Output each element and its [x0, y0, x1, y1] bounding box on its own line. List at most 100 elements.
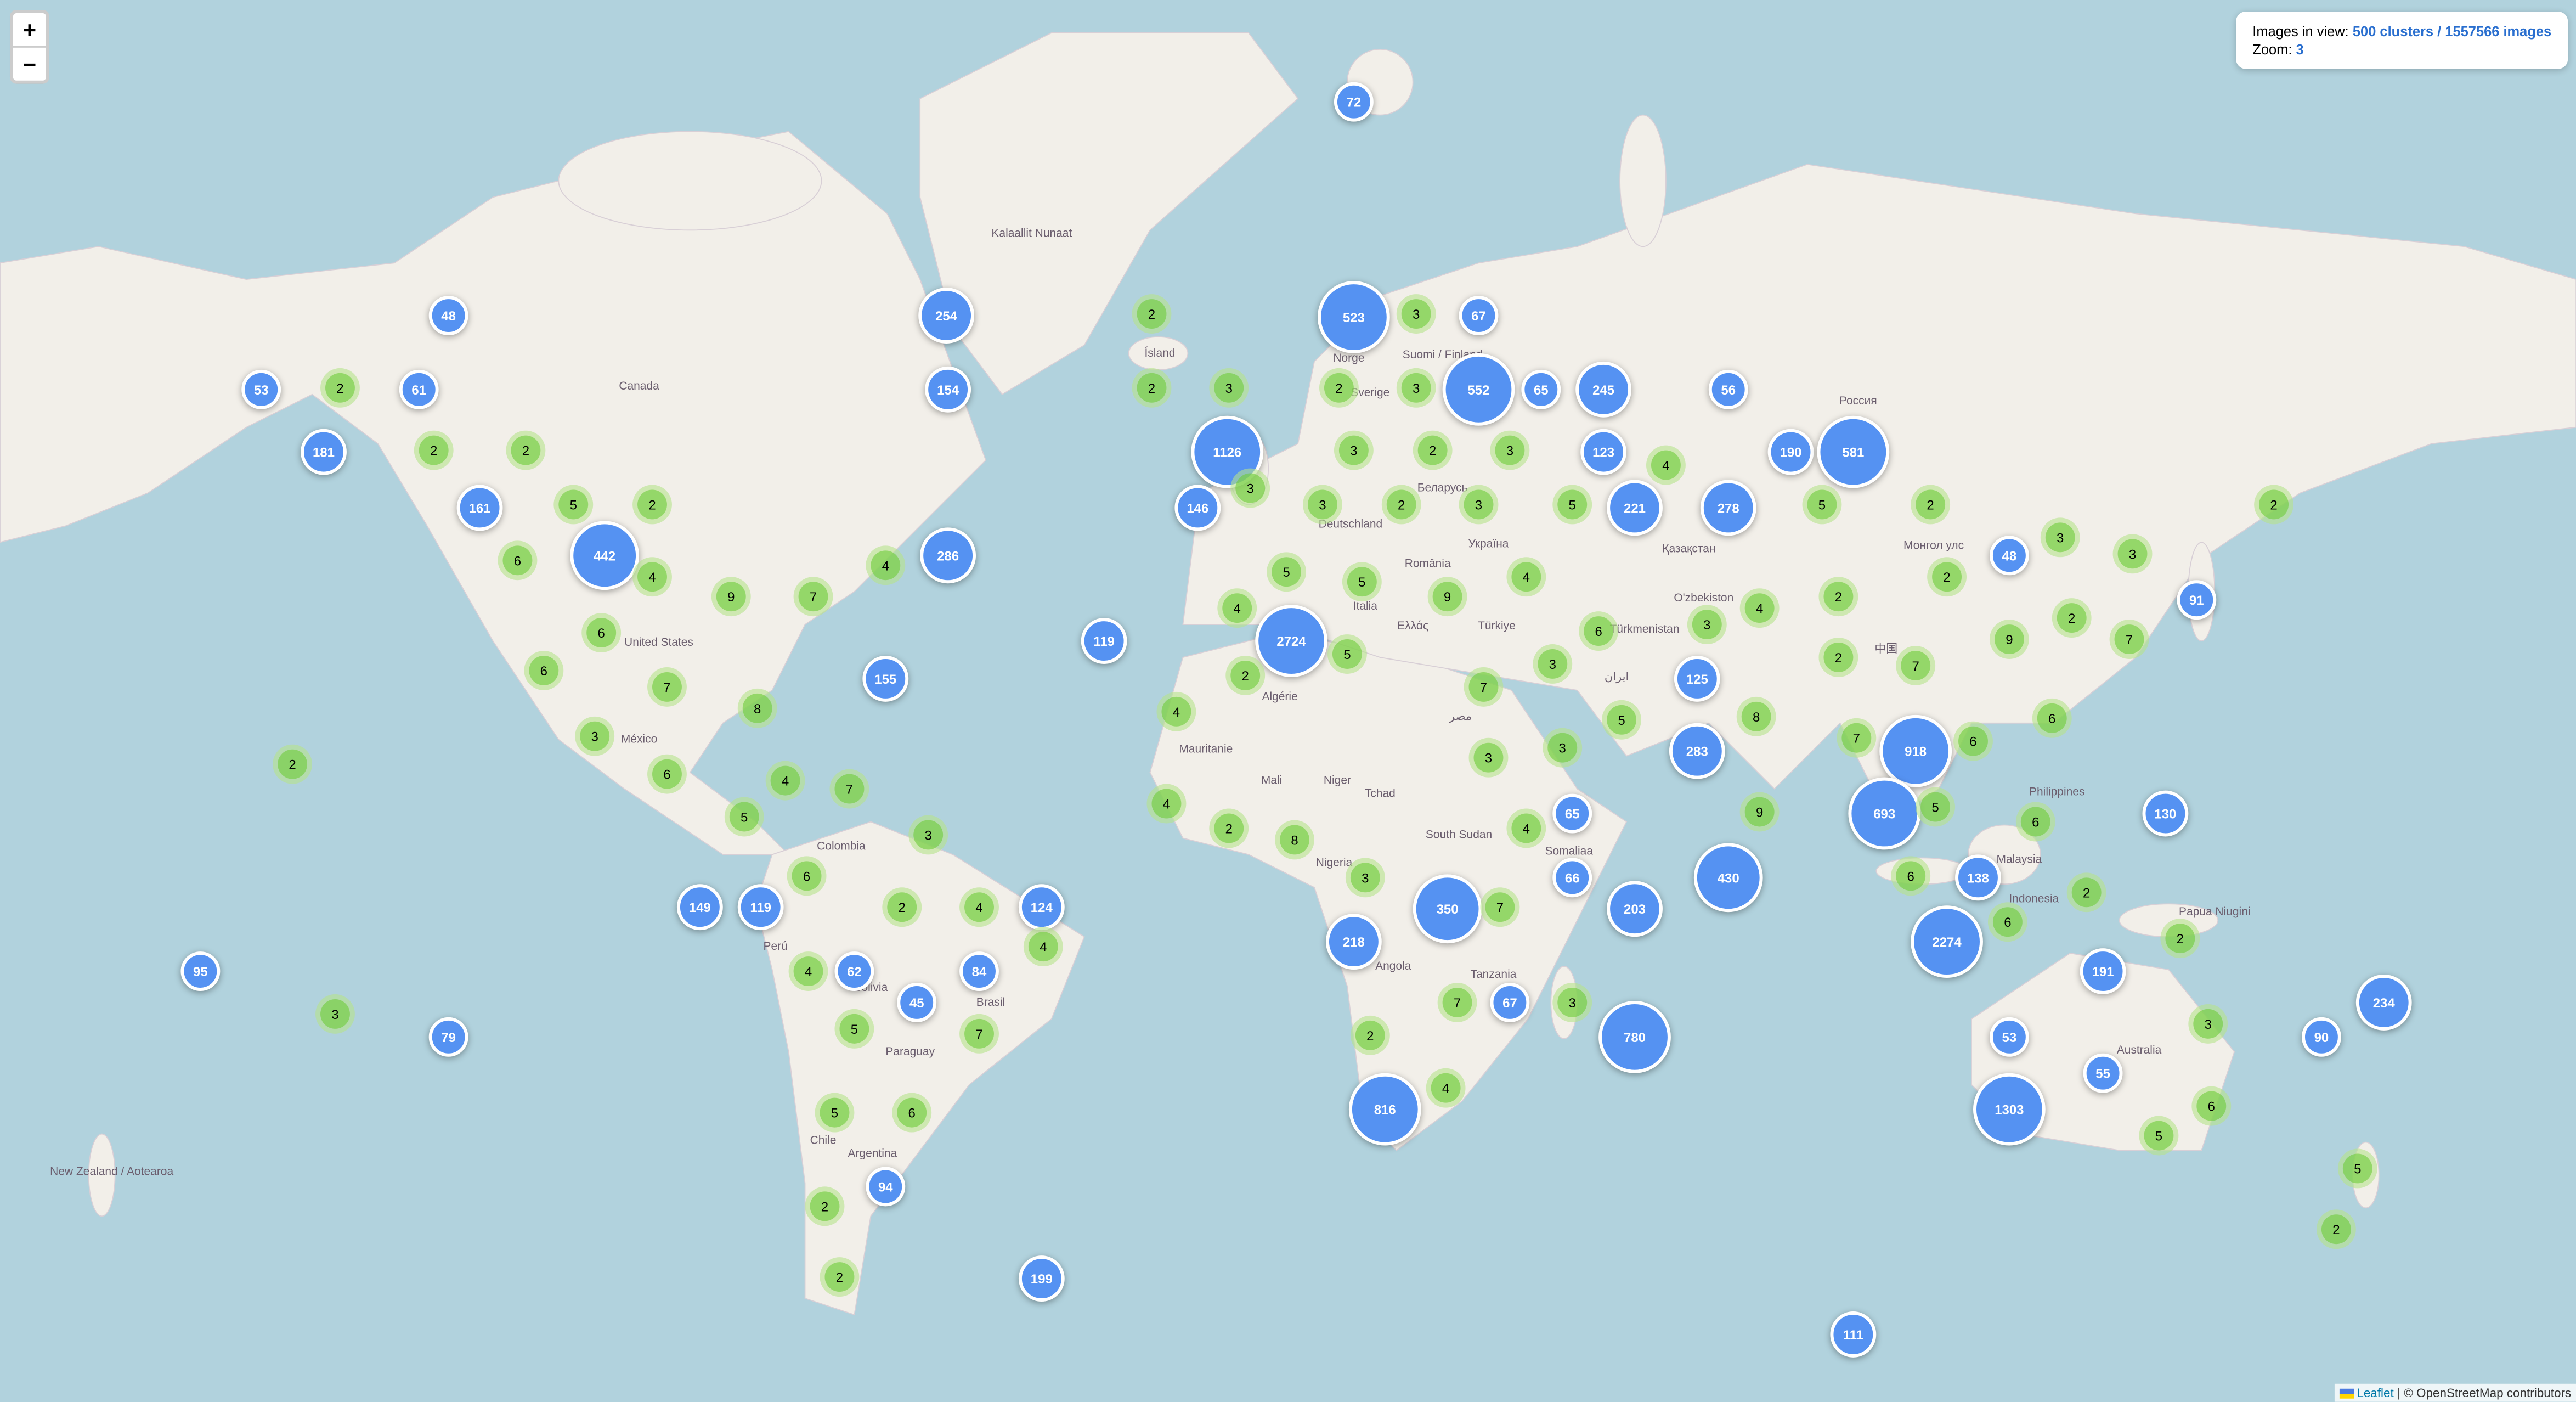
cluster-marker-small[interactable]: 6 — [892, 1093, 932, 1133]
cluster-marker-large[interactable]: 2274 — [1911, 905, 1983, 978]
cluster-marker-small[interactable]: 5 — [553, 485, 594, 525]
cluster-marker-large[interactable]: 154 — [925, 366, 971, 413]
cluster-marker-small[interactable]: 5 — [1602, 700, 1642, 740]
cluster-marker-small[interactable]: 7 — [1896, 646, 1936, 685]
cluster-marker-large[interactable]: 119 — [737, 884, 784, 931]
cluster-marker-small[interactable]: 4 — [1426, 1068, 1466, 1108]
cluster-marker-small[interactable]: 4 — [1506, 808, 1546, 848]
cluster-marker-large[interactable]: 45 — [897, 983, 937, 1022]
cluster-marker-large[interactable]: 84 — [959, 951, 999, 991]
cluster-marker-small[interactable]: 4 — [765, 761, 805, 801]
cluster-marker-small[interactable]: 3 — [1230, 468, 1270, 508]
cluster-marker-small[interactable]: 7 — [793, 577, 833, 617]
cluster-marker-small[interactable]: 2 — [1319, 368, 1359, 408]
cluster-marker-small[interactable]: 3 — [315, 994, 355, 1034]
cluster-marker-large[interactable]: 125 — [1674, 656, 1720, 702]
cluster-marker-small[interactable]: 2 — [1350, 1015, 1390, 1055]
cluster-marker-large[interactable]: 581 — [1817, 415, 1890, 488]
cluster-marker-small[interactable]: 6 — [787, 856, 827, 896]
leaflet-link[interactable]: Leaflet — [2357, 1385, 2394, 1400]
cluster-marker-small[interactable]: 4 — [1506, 557, 1546, 597]
cluster-marker-large[interactable]: 62 — [834, 951, 874, 991]
cluster-marker-small[interactable]: 4 — [1156, 691, 1196, 731]
cluster-marker-large[interactable]: 138 — [1955, 854, 2001, 901]
cluster-marker-large[interactable]: 190 — [1767, 429, 1814, 475]
cluster-marker-large[interactable]: 91 — [2177, 580, 2217, 620]
cluster-marker-large[interactable]: 130 — [2142, 790, 2189, 837]
cluster-marker-small[interactable]: 3 — [1459, 485, 1499, 525]
cluster-marker-large[interactable]: 245 — [1575, 361, 1632, 418]
cluster-marker-large[interactable]: 918 — [1879, 714, 1952, 787]
cluster-marker-small[interactable]: 6 — [2032, 698, 2072, 738]
cluster-marker-large[interactable]: 56 — [1708, 369, 1748, 409]
cluster-marker-small[interactable]: 7 — [2109, 620, 2149, 659]
cluster-marker-large[interactable]: 283 — [1669, 723, 1725, 779]
cluster-marker-small[interactable]: 3 — [1468, 737, 1509, 778]
cluster-marker-small[interactable]: 6 — [1953, 721, 1993, 761]
cluster-marker-large[interactable]: 149 — [676, 884, 723, 931]
cluster-marker-large[interactable]: 65 — [1552, 793, 1592, 834]
cluster-marker-small[interactable]: 5 — [1802, 485, 1842, 525]
cluster-marker-small[interactable]: 2 — [882, 887, 922, 927]
cluster-marker-small[interactable]: 2 — [320, 368, 360, 408]
cluster-marker-large[interactable]: 61 — [399, 369, 439, 409]
cluster-marker-large[interactable]: 430 — [1693, 843, 1763, 913]
cluster-marker-small[interactable]: 4 — [1217, 588, 1257, 628]
cluster-marker-large[interactable]: 254 — [918, 288, 975, 344]
cluster-marker-small[interactable]: 7 — [1464, 667, 1504, 707]
cluster-marker-small[interactable]: 8 — [1736, 696, 1776, 736]
cluster-marker-small[interactable]: 2 — [1927, 557, 1967, 597]
cluster-marker-small[interactable]: 5 — [2337, 1148, 2377, 1189]
cluster-marker-large[interactable]: 442 — [570, 521, 640, 590]
cluster-marker-large[interactable]: 55 — [2083, 1053, 2123, 1093]
cluster-marker-small[interactable]: 3 — [1303, 485, 1342, 525]
cluster-marker-small[interactable]: 6 — [1891, 856, 1931, 896]
cluster-marker-small[interactable]: 9 — [711, 577, 751, 617]
cluster-marker-large[interactable]: 48 — [428, 296, 468, 335]
cluster-marker-large[interactable]: 199 — [1018, 1255, 1065, 1302]
cluster-marker-small[interactable]: 7 — [1480, 887, 1520, 927]
cluster-marker-large[interactable]: 48 — [1989, 536, 2029, 576]
cluster-marker-small[interactable]: 2 — [2316, 1209, 2356, 1249]
cluster-marker-small[interactable]: 2 — [805, 1186, 845, 1226]
cluster-marker-large[interactable]: 94 — [866, 1167, 906, 1207]
cluster-marker-large[interactable]: 203 — [1607, 881, 1663, 937]
cluster-marker-small[interactable]: 3 — [1345, 858, 1385, 898]
cluster-marker-small[interactable]: 2 — [1818, 638, 1858, 677]
cluster-marker-large[interactable]: 234 — [2355, 975, 2412, 1031]
zoom-in-button[interactable]: + — [22, 16, 37, 43]
cluster-marker-large[interactable]: 65 — [1521, 369, 1561, 409]
cluster-marker-large[interactable]: 693 — [1848, 777, 1921, 850]
cluster-marker-small[interactable]: 2 — [1911, 485, 1951, 525]
cluster-marker-small[interactable]: 3 — [1552, 983, 1592, 1022]
cluster-marker-small[interactable]: 3 — [1490, 430, 1530, 470]
cluster-marker-large[interactable]: 90 — [2301, 1017, 2341, 1057]
cluster-marker-small[interactable]: 9 — [1739, 792, 1780, 832]
cluster-marker-small[interactable]: 3 — [1396, 368, 1436, 408]
cluster-marker-small[interactable]: 4 — [1023, 927, 1063, 967]
cluster-marker-large[interactable]: 155 — [862, 656, 909, 702]
cluster-marker-small[interactable]: 5 — [834, 1009, 874, 1049]
cluster-marker-large[interactable]: 552 — [1442, 353, 1515, 426]
cluster-marker-small[interactable]: 6 — [498, 540, 538, 581]
cluster-marker-large[interactable]: 66 — [1552, 858, 1592, 898]
cluster-marker-small[interactable]: 5 — [1267, 552, 1307, 592]
cluster-marker-small[interactable]: 4 — [1739, 588, 1780, 628]
cluster-marker-small[interactable]: 2 — [1132, 368, 1172, 408]
cluster-marker-small[interactable]: 3 — [908, 815, 948, 855]
cluster-marker-small[interactable]: 3 — [2040, 517, 2080, 558]
cluster-marker-small[interactable]: 2 — [414, 430, 454, 470]
cluster-marker-large[interactable]: 124 — [1018, 884, 1065, 931]
cluster-marker-small[interactable]: 2 — [1132, 294, 1172, 334]
cluster-marker-small[interactable]: 7 — [959, 1014, 999, 1054]
cluster-marker-small[interactable]: 6 — [524, 651, 564, 690]
cluster-marker-small[interactable]: 4 — [959, 887, 999, 927]
cluster-marker-small[interactable]: 3 — [1533, 644, 1573, 684]
cluster-marker-small[interactable]: 6 — [1987, 902, 2027, 942]
cluster-marker-small[interactable]: 4 — [788, 951, 828, 991]
cluster-marker-small[interactable]: 2 — [632, 485, 672, 525]
cluster-marker-small[interactable]: 3 — [575, 716, 615, 756]
cluster-marker-small[interactable]: 3 — [1687, 605, 1727, 645]
cluster-marker-small[interactable]: 7 — [1437, 983, 1477, 1022]
